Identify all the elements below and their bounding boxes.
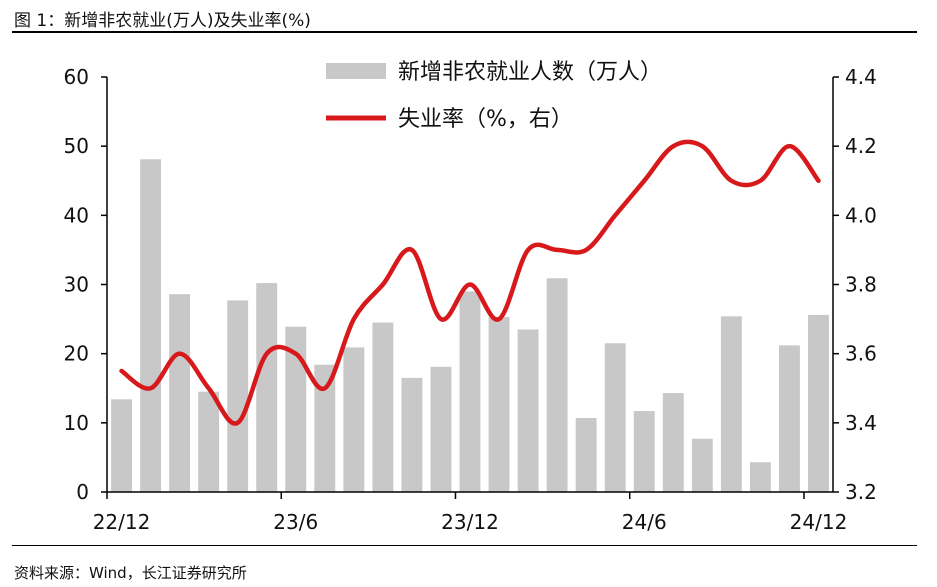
left-tick-label: 40 [64,203,89,227]
bar [459,291,481,492]
bar [633,411,655,492]
bar [111,399,132,492]
left-tick-label: 10 [64,411,89,435]
bar [808,314,829,492]
bar [691,438,713,492]
bar [314,364,336,492]
top-rule [12,31,917,33]
bars-layer [111,159,829,492]
source-note: 资料来源：Wind，长江证券研究所 [14,564,247,582]
right-tick-label: 4.4 [845,65,877,89]
legend-bar-label: 新增非农就业人数（万人） [398,60,662,85]
left-tick-label: 0 [76,480,89,504]
bar [604,343,626,492]
right-tick-label: 3.8 [845,273,877,297]
bar [169,294,191,492]
bar [778,345,800,492]
bar [256,283,278,492]
x-tick-label: 22/12 [93,510,151,534]
line-layer [119,139,821,426]
bar [546,278,568,492]
bar [372,322,394,492]
left-tick-label: 60 [64,65,89,89]
bar [517,329,539,492]
legend-line-label: 失业率（%，右） [398,107,573,132]
x-tick-label: 24/6 [622,510,667,534]
left-tick-label: 50 [64,134,89,158]
axes-layer: 0 10 20 30 40 50 60 3.2 3.4 3.6 3.8 4.0 4.2 4.4 22/12 2… [64,65,877,534]
bar [749,462,771,492]
bar [227,300,249,492]
bottom-rule [12,545,917,546]
bar [488,317,510,492]
left-tick-label: 30 [64,273,89,297]
bar [401,377,423,492]
bar [575,417,597,492]
right-tick-label: 3.4 [845,411,877,435]
right-tick-label: 3.6 [845,342,877,366]
right-tick-label: 4.2 [845,134,877,158]
figure-title: 图 1：新增非农就业(万人)及失业率(%) [14,11,311,31]
bar [720,316,742,492]
x-tick-label: 23/12 [441,510,499,534]
bar [343,347,365,492]
right-tick-label: 4.0 [845,203,877,227]
x-tick-label: 23/6 [273,510,318,534]
bar [140,159,162,492]
legend: 新增非农就业人数（万人） 失业率（%，右） [326,60,662,132]
bar [285,326,307,492]
bar [198,391,220,492]
right-tick-label: 3.2 [845,480,877,504]
bar [662,393,684,492]
bar [430,366,452,492]
left-tick-label: 20 [64,342,89,366]
unemployment-line [119,139,821,426]
x-tick-label: 24/12 [790,510,848,534]
legend-bar-swatch [326,63,386,79]
